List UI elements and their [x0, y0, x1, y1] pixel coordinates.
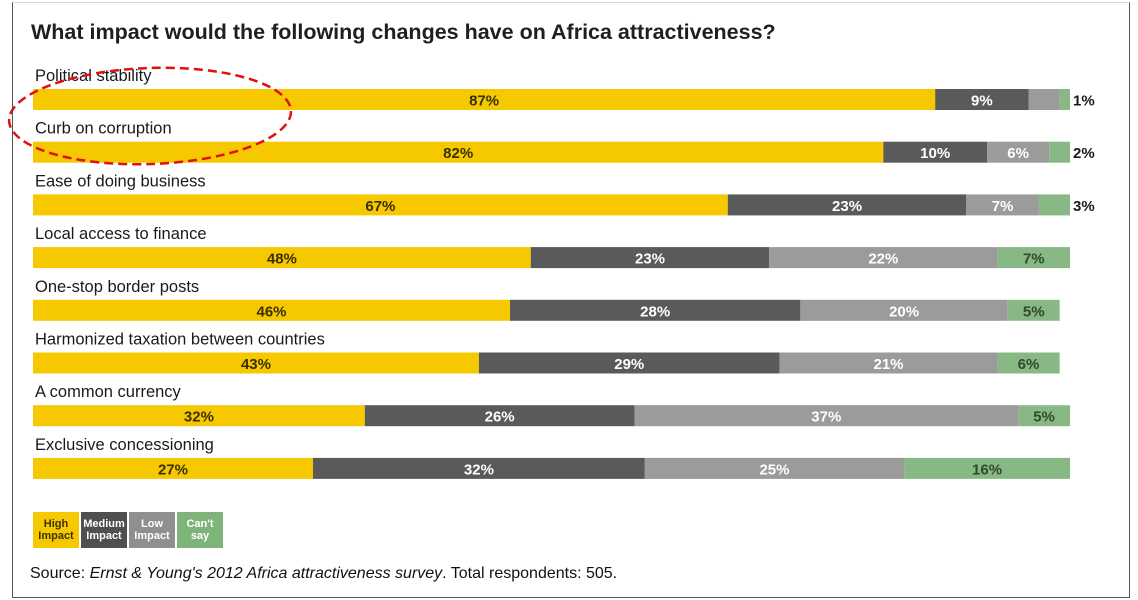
data-label: 87% [469, 93, 499, 110]
bar-segment [1018, 405, 1070, 427]
bar-segment [644, 457, 905, 479]
data-label: 28% [640, 303, 670, 320]
data-label: 9% [971, 93, 993, 110]
bar-segment [800, 299, 1008, 321]
category-label: Harmonized taxation between countries [35, 331, 325, 349]
bar-segment [510, 299, 801, 321]
data-label: 23% [832, 198, 862, 215]
bar-segment [33, 141, 884, 163]
legend-label: Medium Impact [83, 518, 125, 542]
legend-label: Can't say [186, 518, 214, 542]
source-suffix: . Total respondents: 505. [442, 565, 618, 582]
data-label: 20% [889, 303, 919, 320]
legend-item-medium-impact: Medium Impact [81, 512, 127, 548]
data-label: 7% [992, 198, 1014, 215]
bar-segment [33, 457, 313, 479]
data-label: 6% [1007, 145, 1029, 162]
category-label: One-stop border posts [35, 278, 199, 296]
bar-segment [1028, 89, 1060, 110]
source-note: Source: Ernst & Young's 2012 Africa attr… [30, 565, 617, 583]
data-label: 25% [759, 461, 789, 478]
bar-segment [33, 352, 479, 374]
bar-segment [769, 247, 998, 269]
bar-segment [312, 457, 645, 479]
bar-segment [935, 89, 1029, 110]
bar-segment [987, 141, 1050, 163]
data-label: 5% [1023, 303, 1045, 320]
data-label: 46% [256, 303, 286, 320]
bar-segment [997, 247, 1070, 269]
bar-segment [33, 247, 531, 269]
category-label: Political stability [35, 67, 152, 85]
highlight-ellipse [7, 66, 293, 166]
chart-frame [12, 2, 1130, 598]
data-label: 3% [1073, 198, 1095, 215]
data-label: 29% [614, 356, 644, 373]
category-label: Ease of doing business [35, 172, 206, 190]
data-label: 7% [1023, 251, 1045, 268]
data-label: 22% [868, 251, 898, 268]
data-label: 21% [874, 356, 904, 373]
category-label: A common currency [35, 383, 182, 401]
bar-segment [634, 405, 1019, 427]
bar-segment [478, 352, 780, 374]
data-label: 16% [972, 461, 1002, 478]
data-label: 82% [443, 145, 473, 162]
bar-segment [33, 194, 728, 216]
bar-segment [530, 247, 770, 269]
bar-segment [883, 141, 988, 163]
data-label: 23% [635, 251, 665, 268]
data-label: 37% [811, 409, 841, 426]
bar-segment [33, 405, 365, 427]
legend: High Impact Medium Impact Low Impact Can… [33, 512, 223, 548]
bar-segment [1049, 141, 1070, 163]
bar-segment [1038, 194, 1070, 216]
data-label: 2% [1073, 145, 1095, 162]
data-label: 32% [184, 409, 214, 426]
legend-label: High Impact [38, 518, 74, 542]
data-label: 32% [464, 461, 494, 478]
bar-segment [997, 352, 1060, 374]
legend-item-cant-say: Can't say [177, 512, 223, 548]
source-title: Ernst & Young's 2012 Africa attractivene… [89, 565, 443, 582]
bar-segment [1059, 89, 1070, 110]
data-label: 48% [267, 251, 297, 268]
data-label: 43% [241, 356, 271, 373]
source-prefix: Source: [30, 565, 90, 582]
bar-segment [364, 405, 635, 427]
category-label: Exclusive concessioning [35, 436, 214, 454]
bar-segment [966, 194, 1039, 216]
chart-title: What impact would the following changes … [31, 20, 776, 44]
data-label: 5% [1033, 409, 1055, 426]
legend-item-low-impact: Low Impact [129, 512, 175, 548]
data-label: 10% [920, 145, 950, 162]
bar-segment [1007, 299, 1060, 321]
bar-segment [727, 194, 967, 216]
bar-segment [33, 89, 936, 110]
bar-segment [779, 352, 998, 374]
data-label: 27% [158, 461, 188, 478]
legend-label: Low Impact [134, 518, 170, 542]
category-label: Local access to finance [35, 225, 207, 243]
bar-segment [33, 299, 511, 321]
data-label: 1% [1073, 93, 1095, 110]
data-label: 6% [1018, 356, 1040, 373]
legend-item-high-impact: High Impact [33, 512, 79, 548]
category-label: Curb on corruption [35, 120, 172, 138]
bar-segment [904, 457, 1070, 479]
data-label: 26% [485, 409, 515, 426]
data-label: 67% [365, 198, 395, 215]
